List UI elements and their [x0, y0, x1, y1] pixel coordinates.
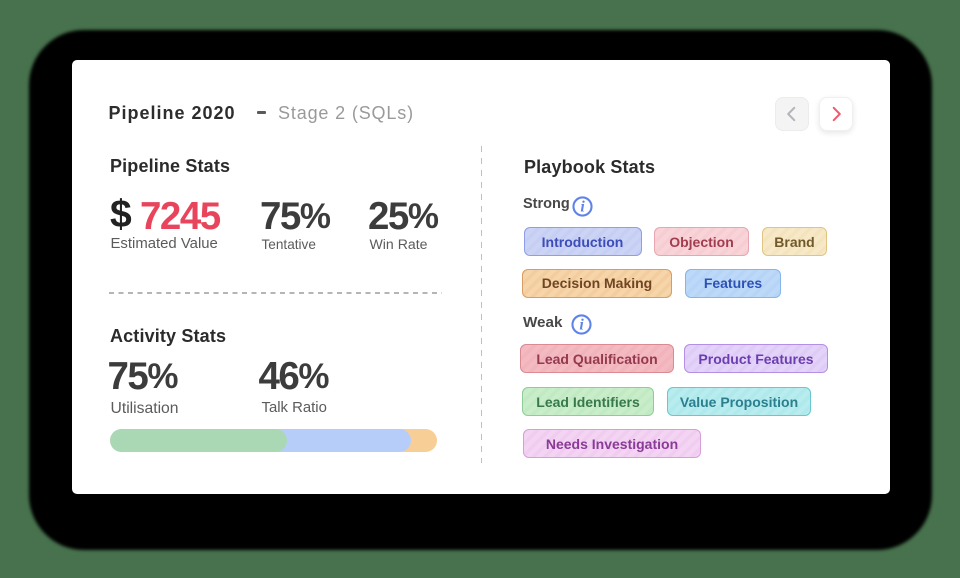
- svg-text:i: i: [579, 317, 584, 334]
- svg-text:i: i: [580, 198, 585, 215]
